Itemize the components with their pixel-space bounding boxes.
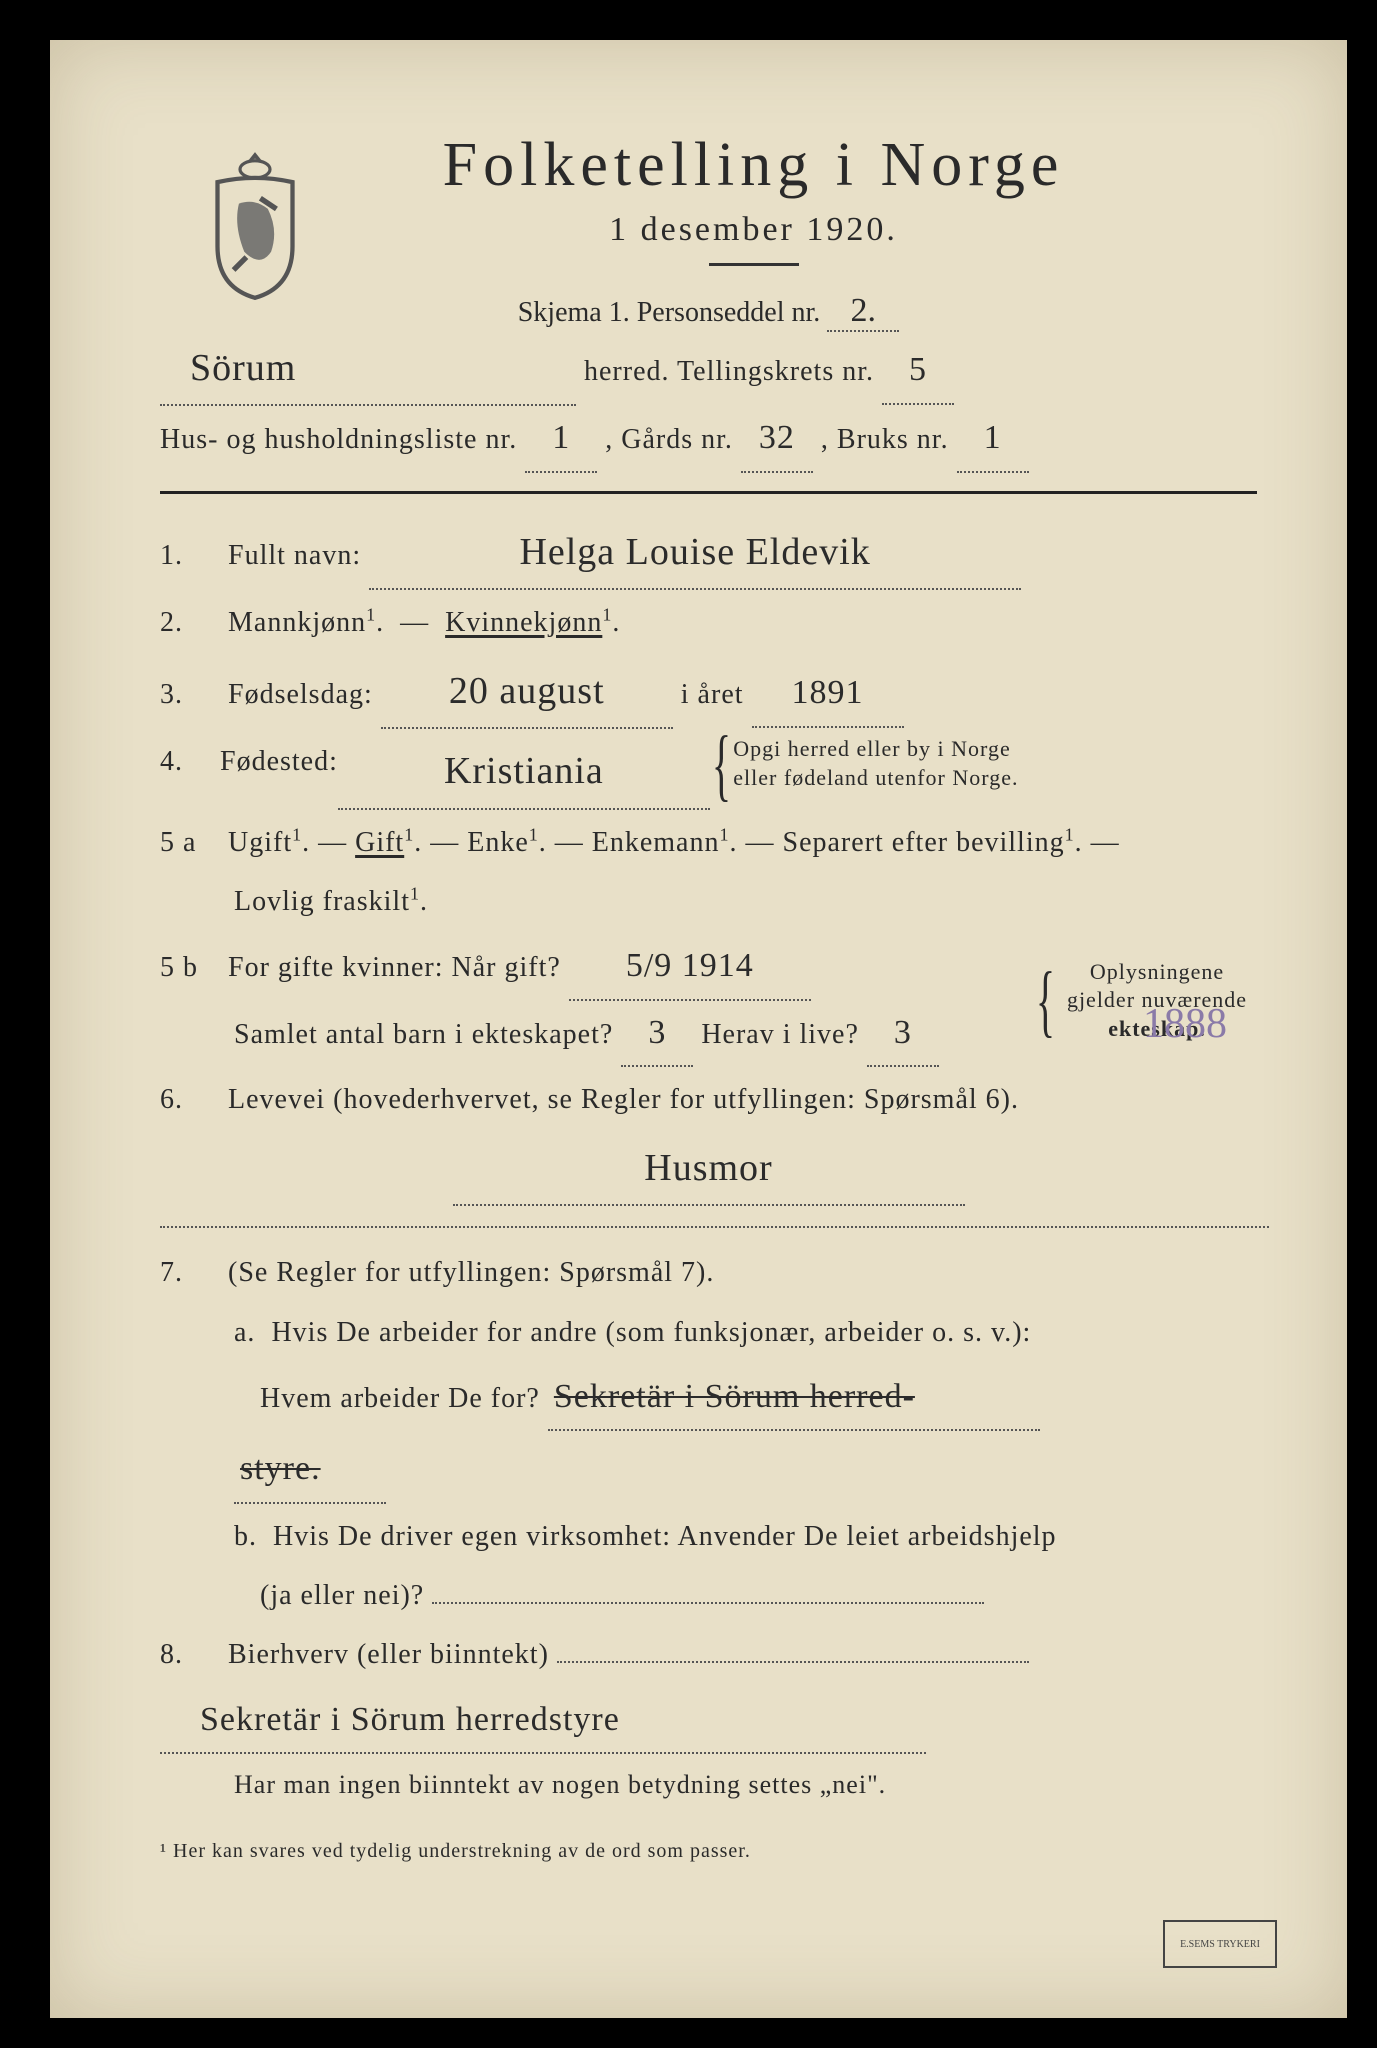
q7-num: 7. (160, 1246, 220, 1299)
q7-label: (Se Regler for utfyllingen: Spørsmål 7). (228, 1257, 714, 1288)
q4-note: Opgi herred eller by i Norgeeller fødela… (733, 735, 1018, 792)
q7a-l2: Hvem arbeider De for? (260, 1383, 540, 1414)
q3-mid: i året (681, 679, 744, 710)
hus-label: Hus- og husholdningsliste nr. (160, 424, 517, 455)
margin-pencil-note: 1888 (1143, 1000, 1227, 1048)
status-gift: Gift (355, 827, 404, 858)
scan-frame: Folketelling i Norge 1 desember 1920. Sk… (0, 0, 1377, 2048)
status-separert: Separert efter bevilling (783, 827, 1065, 858)
children-total: 3 (621, 1001, 693, 1068)
herred-name: Sörum (160, 332, 576, 406)
q3-num: 3. (160, 668, 220, 721)
employer-cont: styre. (234, 1437, 386, 1504)
q7b-l2: (ja eller nei)? (260, 1580, 424, 1611)
married-date: 5/9 1914 (569, 934, 811, 1001)
q3-label: Fødselsdag: (228, 679, 373, 710)
hus-nr: 1 (525, 406, 597, 473)
q2-num: 2. (160, 596, 220, 649)
coat-of-arms-icon (200, 150, 310, 300)
q5b-l2: Samlet antal barn i ekteskapet? (234, 1019, 613, 1050)
status-enkemann: Enkemann (592, 827, 720, 858)
q7a-l1: Hvis De arbeider for andre (som funksjon… (271, 1317, 1031, 1348)
printer-stamp: E.SEMS TRYKERI (1163, 1920, 1277, 1968)
birth-year: 1891 (752, 661, 904, 728)
birth-day: 20 august (381, 655, 673, 729)
subtitle-date: 1 desember 1920. (250, 211, 1257, 249)
birthplace: Kristiania (338, 735, 710, 809)
q2-male: Mannkjønn (228, 607, 366, 638)
children-alive: 3 (867, 1001, 939, 1068)
q5b-l3: Herav i live? (701, 1019, 859, 1050)
q8-num: 8. (160, 1628, 220, 1681)
main-title: Folketelling i Norge (250, 130, 1257, 201)
q8-footer: Har man ingen biinntekt av nogen betydni… (234, 1770, 886, 1799)
q4-num: 4. (160, 735, 220, 788)
gards-label: , Gårds nr. (605, 424, 733, 455)
occupation: Husmor (453, 1132, 965, 1206)
bruks-label: , Bruks nr. (821, 424, 949, 455)
full-name: Helga Louise Eldevik (369, 516, 1021, 590)
q1-label: Fullt navn: (228, 540, 361, 571)
q6-num: 6. (160, 1073, 220, 1126)
section-divider (160, 491, 1257, 494)
status-fraskilt: Lovlig fraskilt (234, 886, 410, 917)
status-enke: Enke (467, 827, 529, 858)
census-form-page: Folketelling i Norge 1 desember 1920. Sk… (50, 40, 1347, 2018)
q7b-l1: Hvis De driver egen virksomhet: Anvender… (273, 1521, 1057, 1552)
q5b-l1: For gifte kvinner: Når gift? (228, 952, 561, 983)
q2-female: Kvinnekjønn (445, 607, 602, 638)
divider (709, 263, 799, 266)
q4-label: Fødested: (220, 735, 338, 788)
employer: Sekretär i Sörum herred- (548, 1365, 1040, 1432)
bruks-nr: 1 (957, 406, 1029, 473)
herred-label: herred. Tellingskrets nr. (584, 356, 874, 387)
q5b-num: 5 b (160, 941, 220, 994)
q8-label: Bierhverv (eller biinntekt) (228, 1639, 549, 1670)
q1-num: 1. (160, 529, 220, 582)
status-ugift: Ugift (228, 827, 292, 858)
skjema-label: Skjema 1. Personseddel nr. (518, 297, 821, 328)
q6-label: Levevei (hovederhvervet, se Regler for u… (228, 1084, 1019, 1115)
personseddel-nr: 2. (827, 292, 899, 332)
q5a-num: 5 a (160, 816, 220, 869)
tellingskrets-nr: 5 (882, 338, 954, 405)
footnote: ¹ Her kan svares ved tydelig understrekn… (160, 1840, 1257, 1863)
secondary-occupation: Sekretär i Sörum herredstyre (160, 1688, 926, 1755)
gards-nr: 32 (741, 406, 813, 473)
